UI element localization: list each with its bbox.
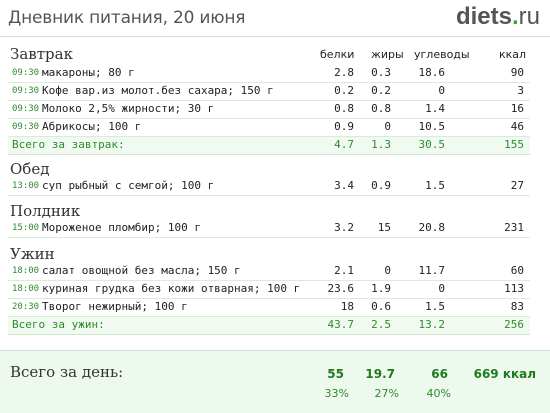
row-carbs: 1.5	[425, 179, 445, 192]
table-row: 15:00 Мороженое пломбир; 100 г 3.2 15 20…	[8, 220, 530, 238]
total-carbs: 13.2	[418, 318, 446, 331]
row-food-name: Молоко 2,5% жирности; 30 г	[42, 102, 215, 115]
row-kcal: 60	[510, 264, 524, 277]
column-header-fat: жиры	[371, 48, 404, 61]
row-fat: 0	[384, 120, 391, 133]
column-header-carbs: углеводы	[414, 48, 470, 61]
row-food-name: Кофе вар.из молот.без сахара; 150 г	[42, 84, 274, 97]
row-protein: 3.2	[334, 221, 354, 234]
logo-main: diets	[455, 3, 512, 30]
row-fat: 15	[377, 221, 391, 234]
total-fat: 1.3	[371, 138, 391, 151]
table-row: 09:30 Абрикосы; 100 г 0.9 0 10.5 46	[8, 119, 530, 137]
row-kcal: 46	[510, 120, 524, 133]
row-food-name: Мороженое пломбир; 100 г	[42, 221, 201, 234]
meal-title-lunch: Обед	[10, 160, 50, 178]
row-protein: 18	[340, 300, 354, 313]
row-carbs: 0	[438, 282, 445, 295]
row-carbs: 0	[438, 84, 445, 97]
row-protein: 2.8	[334, 66, 354, 79]
column-header-protein: белки	[320, 48, 355, 61]
table-row: 13:00 суп рыбный с семгой; 100 г 3.4 0.9…	[8, 178, 530, 196]
row-fat: 0.2	[371, 84, 391, 97]
row-protein: 3.4	[334, 179, 354, 192]
total-kcal: 155	[504, 138, 524, 151]
row-food-name: Творог нежирный; 100 г	[42, 300, 188, 313]
row-kcal: 3	[517, 84, 524, 97]
meal-total-row: Всего за завтрак: 4.7 1.3 30.5 155	[8, 137, 530, 155]
row-kcal: 90	[510, 66, 524, 79]
meal-total-row: Всего за ужин: 43.7 2.5 13.2 256	[8, 317, 530, 335]
day-fat-percent: 27%	[374, 387, 399, 400]
row-time: 09:30	[12, 68, 40, 78]
row-fat: 0.6	[371, 300, 391, 313]
meal-total-label: Всего за ужин:	[12, 318, 105, 331]
row-kcal: 231	[504, 221, 524, 234]
table-row: 09:30 макароны; 80 г 2.8 0.3 18.6 90	[8, 65, 530, 83]
total-protein: 4.7	[334, 138, 354, 151]
row-fat: 0.8	[371, 102, 391, 115]
page-title: Дневник питания, 20 июня	[8, 8, 246, 28]
logo-tld: ru	[518, 3, 540, 30]
day-total-kcal: 669 ккал	[473, 367, 536, 381]
row-protein: 0.8	[334, 102, 354, 115]
meal-title-snack: Полдник	[10, 202, 81, 220]
row-protein: 0.9	[334, 120, 354, 133]
row-fat: 0.3	[371, 66, 391, 79]
row-food-name: Абрикосы; 100 г	[42, 120, 142, 133]
table-row: 18:00 салат овощной без масла; 150 г 2.1…	[8, 263, 530, 281]
row-fat: 1.9	[371, 282, 391, 295]
row-carbs: 11.7	[418, 264, 446, 277]
row-time: 15:00	[12, 223, 40, 233]
row-carbs: 1.5	[425, 300, 445, 313]
day-total-protein: 55	[327, 367, 344, 381]
table-row: 20:30 Творог нежирный; 100 г 18 0.6 1.5 …	[8, 299, 530, 317]
row-kcal: 83	[510, 300, 524, 313]
row-time: 20:30	[12, 302, 40, 312]
row-fat: 0.9	[371, 179, 391, 192]
row-time: 09:30	[12, 104, 40, 114]
day-protein-percent: 33%	[324, 387, 349, 400]
row-time: 18:00	[12, 284, 40, 294]
meal-title-breakfast: Завтрак	[10, 45, 73, 63]
day-total-carbs: 66	[431, 367, 448, 381]
total-fat: 2.5	[371, 318, 391, 331]
row-protein: 0.2	[334, 84, 354, 97]
total-carbs: 30.5	[418, 138, 446, 151]
row-time: 09:30	[12, 122, 40, 132]
row-carbs: 20.8	[418, 221, 446, 234]
day-total-label: Всего за день:	[10, 363, 124, 381]
meal-title-dinner: Ужин	[10, 245, 55, 263]
row-protein: 23.6	[327, 282, 355, 295]
site-logo[interactable]: diets.ru	[456, 3, 540, 31]
row-kcal: 113	[504, 282, 524, 295]
total-protein: 43.7	[327, 318, 355, 331]
table-row: 18:00 куриная грудка без кожи отварная; …	[8, 281, 530, 299]
row-time: 18:00	[12, 266, 40, 276]
row-carbs: 18.6	[418, 66, 446, 79]
table-row: 09:30 Молоко 2,5% жирности; 30 г 0.8 0.8…	[8, 101, 530, 119]
row-food-name: куриная грудка без кожи отварная; 100 г	[42, 282, 301, 295]
row-food-name: макароны; 80 г	[42, 66, 135, 79]
row-time: 13:00	[12, 181, 40, 191]
day-total-panel: Всего за день: 55 19.7 66 669 ккал 33% 2…	[0, 350, 550, 413]
row-time: 09:30	[12, 86, 40, 96]
row-food-name: салат овощной без масла; 150 г	[42, 264, 241, 277]
row-carbs: 1.4	[425, 102, 445, 115]
row-food-name: суп рыбный с семгой; 100 г	[42, 179, 215, 192]
logo-dot: .	[511, 3, 519, 30]
total-kcal: 256	[504, 318, 524, 331]
day-carbs-percent: 40%	[426, 387, 451, 400]
row-kcal: 27	[510, 179, 524, 192]
meal-total-label: Всего за завтрак:	[12, 138, 125, 151]
page-header: Дневник питания, 20 июня diets.ru	[0, 0, 550, 37]
row-protein: 2.1	[334, 264, 354, 277]
row-fat: 0	[384, 264, 391, 277]
column-header-kcal: ккал	[499, 48, 527, 61]
day-total-fat: 19.7	[365, 367, 395, 381]
row-kcal: 16	[510, 102, 524, 115]
table-row: 09:30 Кофе вар.из молот.без сахара; 150 …	[8, 83, 530, 101]
row-carbs: 10.5	[418, 120, 446, 133]
